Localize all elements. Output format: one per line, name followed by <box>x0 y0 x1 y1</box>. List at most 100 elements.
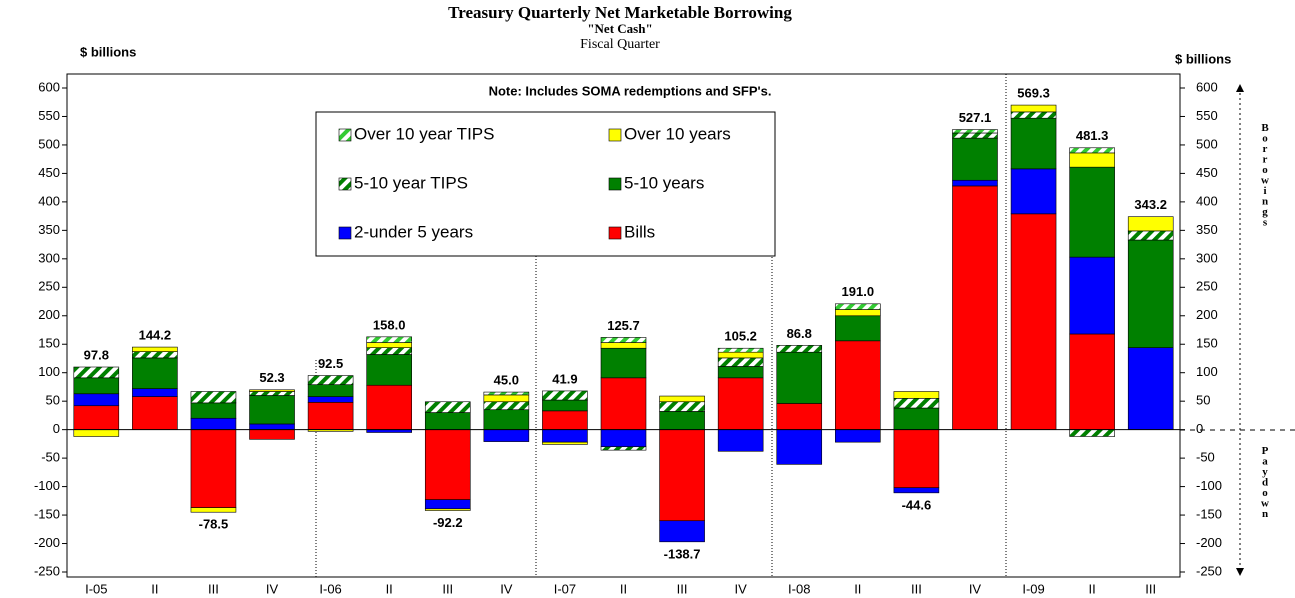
y2-tick-label: 50 <box>1196 393 1210 408</box>
legend-swatch <box>338 177 352 191</box>
bar-segment <box>1127 216 1174 232</box>
bar-segment <box>1010 168 1057 215</box>
bar-segment <box>307 384 354 397</box>
bar-segment <box>835 429 881 443</box>
y2-tick-label: 100 <box>1196 364 1218 379</box>
y-tick-label: 550 <box>38 108 60 123</box>
total-label: 144.2 <box>139 328 172 343</box>
bar-segment <box>483 391 530 396</box>
bar-segment <box>73 393 120 407</box>
y-tick-label: 350 <box>38 222 60 237</box>
bar-segment <box>1010 111 1057 119</box>
bar-segment <box>132 396 178 430</box>
bar-segment <box>249 395 295 425</box>
bar-segment <box>424 508 471 511</box>
total-label: 92.5 <box>318 356 343 371</box>
bar-segment <box>132 346 178 352</box>
y2-tick-label: 0 <box>1196 421 1203 436</box>
y-tick-label: 50 <box>46 393 60 408</box>
bar-segment <box>249 429 295 440</box>
x-tick-label: I-08 <box>788 581 810 596</box>
arrow-up <box>1236 84 1244 92</box>
x-tick-label: I-09 <box>1022 581 1044 596</box>
bar-segment <box>307 402 354 430</box>
bar-segment <box>424 429 471 500</box>
total-label: 158.0 <box>373 317 406 332</box>
x-tick-label: IV <box>969 581 982 596</box>
bar-segment <box>776 403 823 430</box>
y2-tick-label: 400 <box>1196 193 1218 208</box>
bar-segment <box>835 309 881 317</box>
bar-segment <box>1127 230 1174 241</box>
bar-segment <box>424 499 471 510</box>
y-tick-label: 0 <box>53 421 60 436</box>
bar-segment <box>717 377 764 430</box>
x-tick-label: III <box>1145 581 1156 596</box>
total-label: 527.1 <box>959 110 992 125</box>
legend-label: Over 10 years <box>624 124 731 143</box>
bar-segment <box>542 429 588 443</box>
x-axis-label: Fiscal Quarter <box>580 37 660 52</box>
x-tick-label: III <box>208 581 219 596</box>
legend-label: 2-under 5 years <box>354 222 473 241</box>
bar-segment <box>366 384 412 430</box>
total-label: 97.8 <box>84 347 109 362</box>
x-tick-label: III <box>911 581 922 596</box>
bar-segment <box>483 429 530 442</box>
bar-segment <box>1010 104 1057 113</box>
x-tick-label: II <box>1089 581 1096 596</box>
bar-segment <box>1010 117 1057 170</box>
bar-segment <box>776 345 823 353</box>
y2-tick-label: 300 <box>1196 250 1218 265</box>
bar-segment <box>1069 429 1115 437</box>
total-label: 52.3 <box>259 370 284 385</box>
y-tick-label: 150 <box>38 336 60 351</box>
bar-segment <box>717 357 764 367</box>
bar-segment <box>132 388 178 397</box>
legend-swatch <box>608 177 622 191</box>
y-tick-label: 500 <box>38 136 60 151</box>
y2-tick-label: 200 <box>1196 307 1218 322</box>
total-label: 41.9 <box>552 371 577 386</box>
bar-segment <box>952 185 998 430</box>
bar-segment <box>190 417 237 430</box>
total-label: -92.2 <box>433 515 463 530</box>
y-tick-label: -200 <box>34 535 60 550</box>
total-label: 86.8 <box>787 326 812 341</box>
bar-segment <box>659 411 705 430</box>
y2-tick-label: 550 <box>1196 108 1218 123</box>
chart-title: Treasury Quarterly Net Marketable Borrow… <box>448 3 792 22</box>
bar-segment <box>73 405 120 430</box>
bar-segment <box>952 137 998 181</box>
bar-segment <box>483 401 530 411</box>
chart-subtitle: "Net Cash" <box>587 21 652 36</box>
y2-axis-label: $ billions <box>1175 51 1231 66</box>
bar-segment <box>1010 213 1057 430</box>
y-tick-label: 300 <box>38 250 60 265</box>
bar-segment <box>717 347 764 353</box>
bar-segment <box>73 366 120 379</box>
bar-segment <box>542 399 588 412</box>
bar-segment <box>190 391 237 404</box>
y-tick-label: 100 <box>38 364 60 379</box>
bar-segment <box>835 315 881 342</box>
bar-segment <box>600 337 647 343</box>
x-tick-label: IV <box>500 581 513 596</box>
bar-segment <box>190 507 237 513</box>
y2-tick-label: -200 <box>1196 535 1222 550</box>
bar-segment <box>424 401 471 413</box>
y-tick-label: 200 <box>38 307 60 322</box>
bar-segment <box>307 375 354 385</box>
bar-segment <box>73 377 120 395</box>
x-tick-label: I-07 <box>554 581 576 596</box>
bar-segment <box>73 429 120 437</box>
bar-segment <box>483 394 530 403</box>
arrow-down <box>1236 568 1244 576</box>
bar-segment <box>659 395 705 403</box>
bar-segment <box>366 342 412 348</box>
bar-segment <box>835 340 881 430</box>
y-tick-label: 400 <box>38 193 60 208</box>
total-label: 125.7 <box>607 318 640 333</box>
